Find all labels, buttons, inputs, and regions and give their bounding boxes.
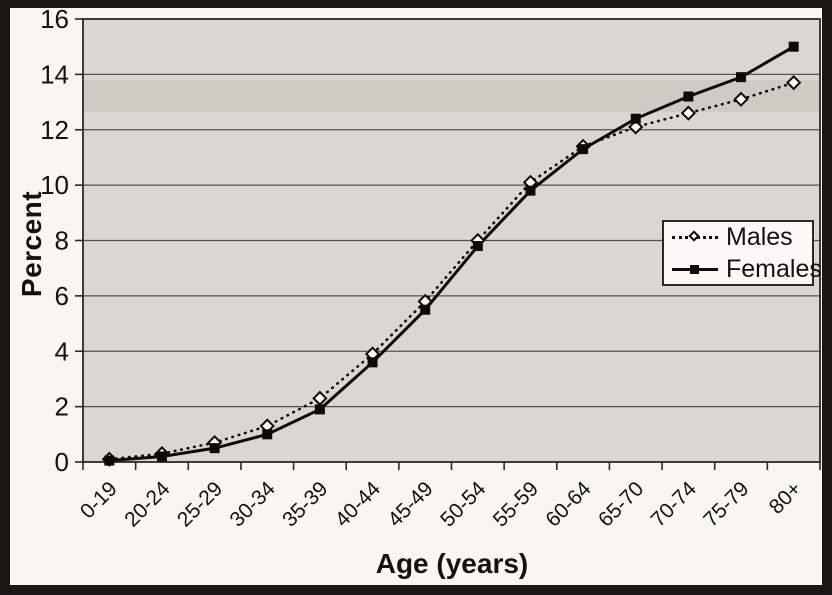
x-tick-label: 45-49 bbox=[383, 477, 437, 531]
x-tick-label: 75-79 bbox=[699, 477, 753, 531]
data-point-females bbox=[578, 144, 589, 155]
x-axis-title: Age (years) bbox=[375, 548, 529, 579]
data-point-males bbox=[680, 105, 697, 121]
data-point-females bbox=[314, 404, 325, 415]
x-tick-label: 65-70 bbox=[594, 477, 648, 531]
x-tick-label: 55-59 bbox=[489, 477, 543, 531]
data-point-females bbox=[262, 429, 273, 440]
data-point-males bbox=[786, 75, 802, 91]
x-tick-label: 25-29 bbox=[173, 477, 227, 531]
legend-entry-males: Males bbox=[672, 223, 806, 251]
x-tick-label: 30-34 bbox=[226, 477, 280, 531]
series-line-females bbox=[109, 45, 795, 463]
x-tick-label: 20-24 bbox=[120, 477, 174, 531]
legend-label-males: Males bbox=[726, 222, 793, 251]
data-point-females bbox=[736, 72, 747, 83]
y-tick-label: 6 bbox=[55, 281, 69, 311]
data-point-males bbox=[522, 174, 539, 190]
x-tick-label: 40-44 bbox=[331, 477, 385, 531]
data-point-females bbox=[209, 443, 220, 454]
data-point-females bbox=[630, 113, 641, 124]
females-line-sample bbox=[672, 262, 718, 276]
data-point-males bbox=[733, 91, 749, 107]
x-tick-label: 50-54 bbox=[436, 477, 490, 531]
data-point-females bbox=[788, 41, 799, 52]
data-point-females bbox=[104, 455, 115, 466]
y-tick-label: 2 bbox=[55, 392, 69, 422]
data-point-females bbox=[472, 241, 483, 252]
y-tick-label: 8 bbox=[55, 226, 69, 256]
data-point-females bbox=[420, 304, 431, 315]
males-line-sample bbox=[672, 230, 718, 244]
data-point-males bbox=[259, 418, 275, 434]
y-tick-label: 16 bbox=[40, 4, 69, 34]
y-tick-label: 4 bbox=[55, 336, 69, 366]
chart-legend: Males Females bbox=[662, 220, 822, 286]
data-point-females bbox=[683, 91, 694, 102]
data-series bbox=[101, 41, 802, 467]
filled-square-icon bbox=[690, 265, 699, 274]
x-tick-label: 0-19 bbox=[76, 477, 122, 523]
legend-label-females: Females bbox=[726, 254, 822, 283]
x-tick-label: 35-39 bbox=[278, 477, 332, 531]
y-tick-label: 10 bbox=[40, 170, 69, 200]
open-diamond-icon bbox=[688, 230, 700, 242]
data-point-males bbox=[417, 293, 433, 310]
y-tick-label: 0 bbox=[55, 447, 69, 477]
data-point-females bbox=[367, 357, 378, 368]
y-tick-label: 14 bbox=[40, 59, 69, 89]
data-point-males bbox=[312, 390, 328, 406]
y-axis-title: Percent bbox=[16, 190, 47, 298]
x-tick-label: 70-74 bbox=[647, 477, 701, 531]
x-tick-label: 80+ bbox=[765, 477, 806, 518]
data-point-females bbox=[525, 185, 536, 196]
legend-entry-females: Females bbox=[672, 255, 822, 283]
data-point-females bbox=[156, 451, 167, 462]
data-point-males bbox=[628, 119, 644, 135]
x-tick-label: 60-64 bbox=[541, 477, 595, 531]
y-tick-label: 12 bbox=[40, 115, 69, 145]
data-point-males bbox=[364, 346, 381, 362]
